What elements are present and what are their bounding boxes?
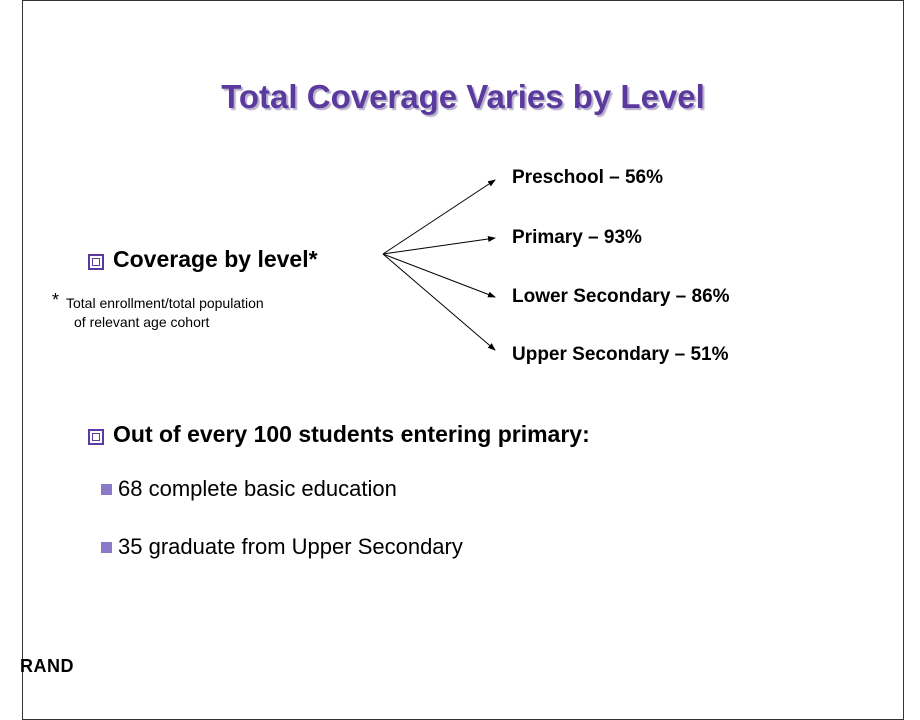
sub-bullet (101, 484, 112, 495)
bullet-icon (88, 254, 104, 270)
level-label: Lower Secondary – 86% (512, 286, 730, 307)
arrow (382, 253, 496, 298)
coverage-heading: Coverage by level* (113, 246, 318, 272)
arrow (382, 253, 496, 351)
footnote-text: Total enrollment/total population (66, 295, 264, 311)
flow-item: 68 complete basic education (118, 476, 397, 501)
arrow (382, 236, 496, 255)
level-label: Preschool – 56% (512, 167, 664, 188)
level-label: Upper Secondary – 51% (512, 344, 729, 365)
arrows (382, 179, 496, 351)
footer-logo: RAND (20, 656, 74, 676)
footnote-text: of relevant age cohort (74, 314, 210, 330)
bullet-icon (88, 429, 104, 445)
level-label: Primary – 93% (512, 227, 642, 248)
sub-bullet (101, 542, 112, 553)
slide-title: Total Coverage Varies by Level (221, 78, 705, 115)
arrow (382, 179, 496, 255)
flow-item: 35 graduate from Upper Secondary (118, 534, 463, 559)
footnote-mark: * (52, 290, 60, 310)
flow-heading: Out of every 100 students entering prima… (113, 421, 590, 447)
slide: Total Coverage Varies by Level Coverage … (20, 0, 904, 720)
